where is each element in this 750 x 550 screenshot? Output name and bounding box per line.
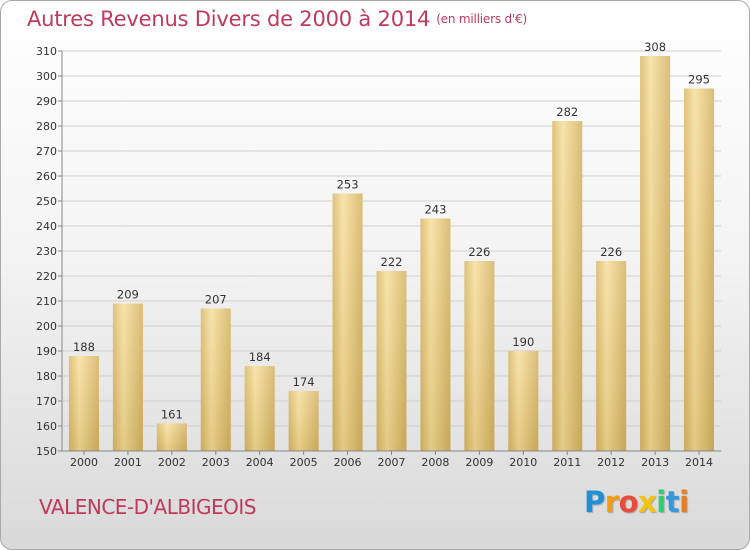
bar-shade-2001 bbox=[112, 303, 143, 451]
x-tick-label-2009: 2009 bbox=[465, 456, 493, 469]
y-tick-label: 290 bbox=[36, 95, 57, 108]
logo-letter-2: o bbox=[618, 485, 639, 519]
logo-letter-4: i bbox=[656, 485, 666, 519]
bars: 188 209 161 207 184 174 253 222 243 226 190 282 226 3… bbox=[68, 40, 715, 451]
y-tick-label: 300 bbox=[36, 70, 57, 83]
bar-shade-2004 bbox=[244, 366, 275, 451]
y-tick-label: 310 bbox=[36, 45, 57, 58]
bar-shade-2009 bbox=[464, 261, 495, 451]
logo-letter-1: r bbox=[604, 485, 619, 519]
bar-shade-2007 bbox=[376, 271, 407, 451]
y-tick-label: 160 bbox=[36, 420, 57, 433]
commune-name: VALENCE-D'ALBIGEOIS bbox=[39, 495, 256, 519]
data-label-2004: 184 bbox=[249, 350, 271, 364]
data-label-2001: 209 bbox=[117, 288, 139, 302]
x-tick-label-2005: 2005 bbox=[290, 456, 318, 469]
x-tick-label-2007: 2007 bbox=[378, 456, 406, 469]
bar-shade-2006 bbox=[332, 193, 363, 451]
y-tick-label: 250 bbox=[36, 195, 57, 208]
x-tick-label-2001: 2001 bbox=[114, 456, 142, 469]
bar-shade-2012 bbox=[596, 261, 627, 451]
data-label-2002: 161 bbox=[161, 408, 183, 422]
y-tick-label: 260 bbox=[36, 170, 57, 183]
y-tick-label: 230 bbox=[36, 245, 57, 258]
x-tick-label-2013: 2013 bbox=[641, 456, 669, 469]
data-label-2005: 174 bbox=[293, 375, 315, 389]
data-label-2012: 226 bbox=[600, 245, 622, 259]
data-label-2014: 295 bbox=[688, 73, 710, 87]
bar-shade-2003 bbox=[200, 308, 231, 451]
bar-shade-2014 bbox=[684, 88, 715, 451]
y-tick-label: 170 bbox=[36, 395, 57, 408]
y-tick-label: 280 bbox=[36, 120, 57, 133]
x-tick-label-2012: 2012 bbox=[597, 456, 625, 469]
x-tick-label-2011: 2011 bbox=[553, 456, 581, 469]
data-label-2000: 188 bbox=[73, 340, 95, 354]
chart-title-text: Autres Revenus Divers de 2000 à 2014 bbox=[27, 7, 431, 31]
data-label-2006: 253 bbox=[337, 178, 359, 192]
bar-shade-2011 bbox=[552, 121, 583, 451]
x-tick-label-2010: 2010 bbox=[509, 456, 537, 469]
x-tick-label-2006: 2006 bbox=[334, 456, 362, 469]
y-tick-label: 200 bbox=[36, 320, 57, 333]
y-tick-label: 270 bbox=[36, 145, 57, 158]
data-label-2003: 207 bbox=[205, 293, 227, 307]
x-tick-label-2014: 2014 bbox=[685, 456, 713, 469]
bar-shade-2005 bbox=[288, 391, 319, 451]
bar-shade-2010 bbox=[508, 351, 539, 451]
bar-shade-2013 bbox=[640, 56, 671, 451]
data-label-2008: 243 bbox=[424, 203, 446, 217]
y-tick-label: 240 bbox=[36, 220, 57, 233]
x-tick-label-2000: 2000 bbox=[70, 456, 98, 469]
data-label-2009: 226 bbox=[468, 245, 490, 259]
x-tick-label-2004: 2004 bbox=[246, 456, 274, 469]
data-label-2011: 282 bbox=[556, 105, 578, 119]
bar-shade-2000 bbox=[68, 356, 99, 451]
bar-shade-2002 bbox=[156, 423, 187, 451]
proxiti-logo[interactable]: Proxiti bbox=[584, 485, 689, 519]
logo-letter-3: x bbox=[638, 485, 657, 519]
logo-letter-6: i bbox=[679, 485, 689, 519]
data-label-2010: 190 bbox=[512, 335, 534, 349]
y-tick-label: 220 bbox=[36, 270, 57, 283]
logo-letter-0: P bbox=[584, 485, 605, 519]
y-tick-label: 190 bbox=[36, 345, 57, 358]
y-tick-label: 210 bbox=[36, 295, 57, 308]
bar-shade-2008 bbox=[420, 218, 451, 451]
y-tick-label: 150 bbox=[36, 445, 57, 458]
x-tick-label-2008: 2008 bbox=[421, 456, 449, 469]
chart-title: Autres Revenus Divers de 2000 à 2014 (en … bbox=[27, 7, 527, 31]
x-tick-label-2003: 2003 bbox=[202, 456, 230, 469]
y-tick-label: 180 bbox=[36, 370, 57, 383]
axes: 150 160 170 180 190 200 210 220 230 240 250 260 270 2… bbox=[36, 45, 721, 469]
data-label-2013: 308 bbox=[644, 40, 666, 54]
x-tick-label-2002: 2002 bbox=[158, 456, 186, 469]
data-label-2007: 222 bbox=[381, 255, 403, 269]
chart-subtitle: (en milliers d'€) bbox=[436, 12, 527, 26]
logo-letter-5: t bbox=[665, 485, 680, 519]
